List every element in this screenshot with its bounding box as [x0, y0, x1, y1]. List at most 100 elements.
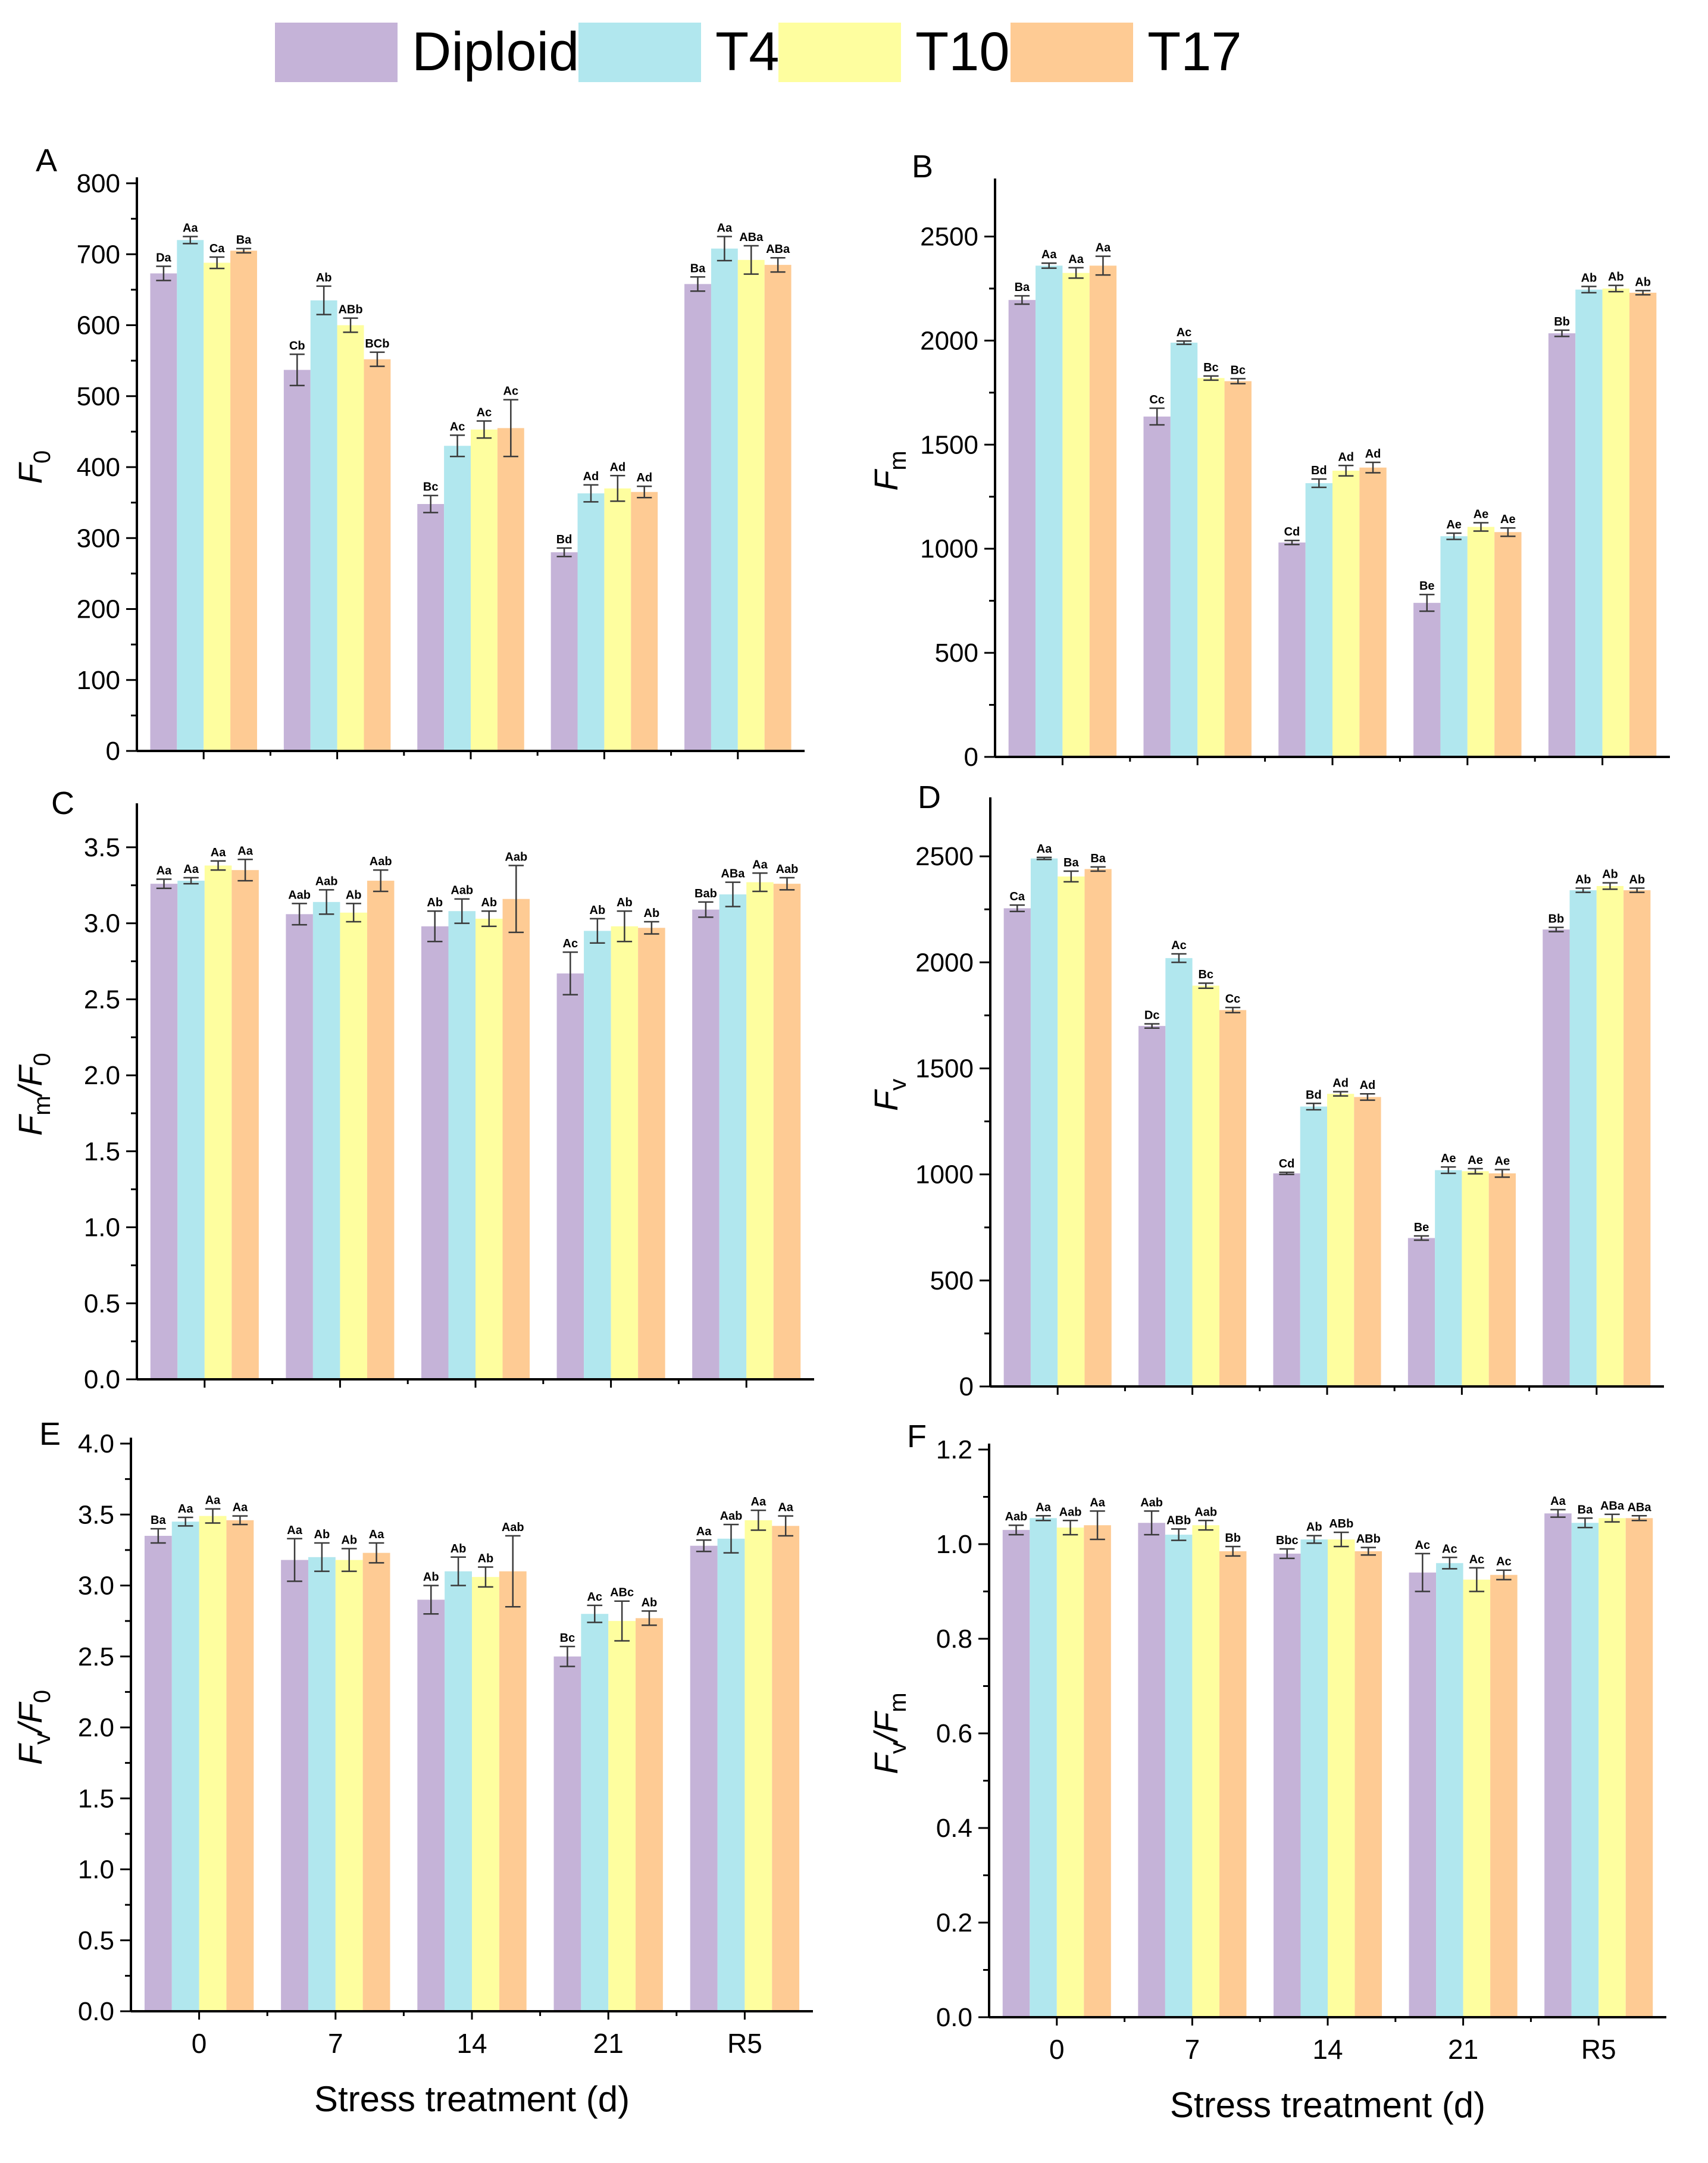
bar-t17-r5	[1625, 1518, 1653, 2017]
significance-label: Aab	[502, 1521, 524, 1534]
bar-t10-7	[1197, 378, 1225, 757]
significance-label: Ab	[314, 1528, 330, 1541]
bar-diploid-0	[1003, 908, 1031, 1386]
significance-label: Aab	[1140, 1496, 1163, 1509]
significance-label: Aa	[1090, 1496, 1105, 1509]
x-tick-label: R5	[1581, 2034, 1616, 2065]
error-bar	[292, 903, 307, 926]
bar-diploid-14	[1273, 1553, 1301, 2017]
bar-t10-21	[1463, 1579, 1491, 2017]
panel-b: B Ba Cc Cd Be Bb Aa Ac Bd Ae Ab Aa Bc Ad Ae Ab Aa Bc Ad Ae A…	[867, 149, 1670, 772]
y-tick-label: 0.5	[78, 1926, 114, 1955]
y-tick-label: 600	[77, 311, 120, 340]
y-tick-label: 0.0	[936, 2003, 972, 2032]
bar-diploid-0	[1008, 300, 1036, 757]
significance-label: Ab	[1602, 868, 1618, 881]
error-bar	[1014, 295, 1030, 305]
bar-diploid-0	[144, 1536, 172, 2011]
significance-label: Ae	[1441, 1152, 1456, 1165]
legend-swatch-t17	[1011, 23, 1133, 82]
bar-t4-7	[310, 300, 337, 751]
bar-t10-r5	[746, 882, 774, 1379]
error-bar	[770, 256, 786, 273]
y-tick-label: 500	[935, 638, 978, 668]
bar-t10-0	[1056, 1527, 1084, 2017]
significance-label: ABa	[739, 231, 764, 244]
significance-label: Ae	[1500, 513, 1516, 526]
bar-diploid-0	[150, 273, 177, 751]
error-bar	[1494, 1169, 1510, 1178]
error-bar	[1332, 1091, 1349, 1097]
bar-t17-r5	[773, 884, 801, 1379]
significance-label: Ae	[1474, 508, 1489, 521]
bar-t10-0	[199, 1516, 227, 2011]
bar-t17-21	[631, 492, 658, 751]
bar-diploid-21	[556, 973, 584, 1379]
error-bar	[1631, 1515, 1647, 1522]
bar-diploid-7	[283, 370, 311, 751]
bar-diploid-14	[1278, 542, 1306, 757]
y-tick-label: 2.5	[84, 985, 120, 1014]
error-bar	[232, 1515, 248, 1526]
error-bar	[1036, 1515, 1051, 1522]
error-bar	[1629, 887, 1645, 893]
error-bar	[642, 1610, 657, 1626]
significance-label: Bab	[695, 887, 717, 900]
bar-t17-r5	[1629, 292, 1657, 757]
error-bar	[690, 276, 706, 292]
significance-label: Ac	[503, 385, 519, 398]
significance-label: Aa	[778, 1501, 793, 1514]
bar-t4-14	[444, 446, 471, 751]
significance-label: Aab	[1059, 1505, 1082, 1519]
significance-label: ABb	[1166, 1514, 1191, 1527]
bar-t4-14	[1300, 1106, 1327, 1386]
significance-label: Ab	[1306, 1521, 1322, 1534]
error-bar	[210, 860, 226, 871]
bar-t17-r5	[764, 265, 792, 751]
y-tick-label: 2000	[920, 326, 978, 355]
bar-t17-0	[232, 870, 259, 1379]
error-bar	[1415, 1552, 1431, 1592]
y-tick-label: 800	[77, 169, 120, 198]
bar-t10-21	[611, 926, 639, 1379]
error-bar	[1144, 1510, 1159, 1536]
bar-diploid-21	[550, 552, 578, 751]
x-tick-label: 7	[328, 2028, 343, 2059]
error-bar	[451, 1556, 466, 1586]
bar-t10-r5	[744, 1520, 772, 2011]
significance-label: Ac	[1496, 1555, 1512, 1569]
legend-label-t17: T17	[1147, 21, 1242, 82]
y-tick-label: 400	[77, 453, 120, 482]
error-bar	[1062, 1520, 1078, 1536]
significance-label: Ba	[1063, 856, 1079, 869]
significance-label: Ad	[610, 461, 626, 474]
bar-t10-21	[1467, 527, 1495, 757]
error-bar	[743, 245, 759, 275]
significance-label: Bd	[1306, 1088, 1322, 1101]
significance-label: Aa	[1036, 1501, 1051, 1514]
error-bar	[779, 877, 795, 891]
significance-label: Ab	[346, 888, 362, 901]
bar-t17-7	[1224, 381, 1252, 757]
error-bar	[1360, 1547, 1377, 1556]
bar-diploid-21	[1413, 603, 1441, 757]
bar-t17-14	[497, 428, 524, 751]
error-bar	[717, 236, 732, 262]
bar-t10-7	[1192, 1525, 1219, 2017]
error-bar	[1306, 1103, 1322, 1111]
bar-t10-0	[1058, 876, 1085, 1386]
error-bar	[1608, 284, 1623, 293]
y-tick-label: 3.0	[78, 1572, 114, 1601]
error-bar	[1306, 1535, 1322, 1544]
bar-t17-r5	[772, 1526, 800, 2011]
bar-t4-21	[577, 493, 605, 751]
significance-label: Ad	[636, 471, 652, 484]
error-bar	[423, 494, 439, 514]
x-tick-label: 7	[1185, 2034, 1200, 2065]
significance-label: Aab	[1194, 1505, 1217, 1519]
error-bar	[209, 256, 225, 270]
significance-label: Ac	[1177, 326, 1192, 339]
bar-t4-r5	[711, 248, 738, 752]
error-bar	[1198, 982, 1213, 989]
